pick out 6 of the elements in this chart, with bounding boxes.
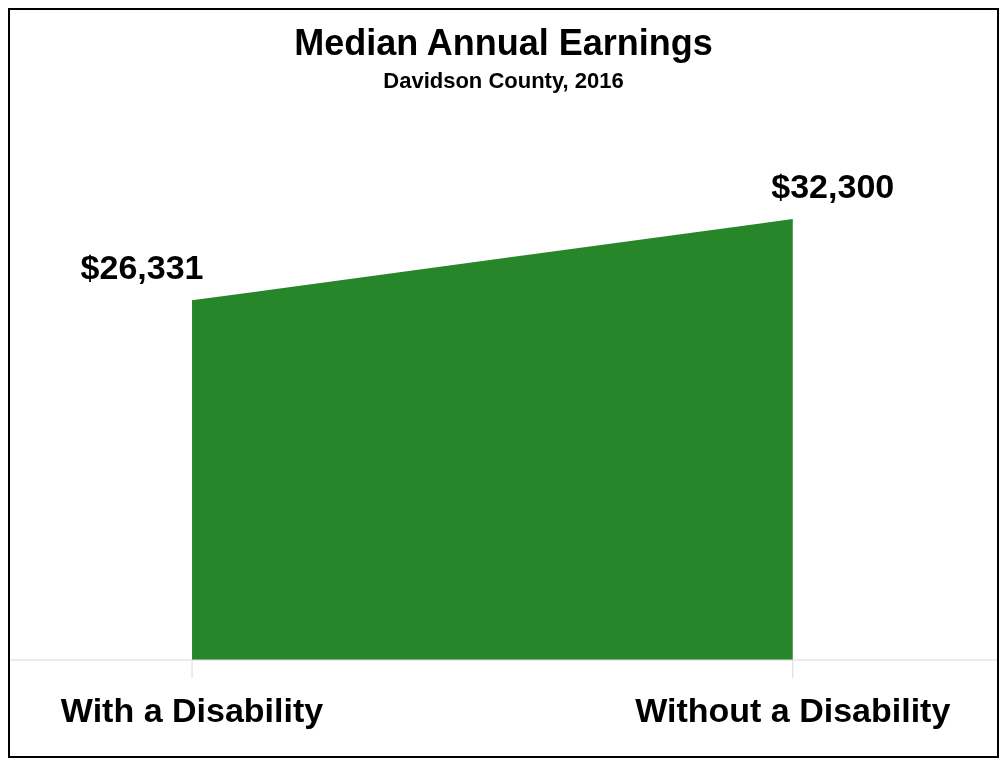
x-tick-label: With a Disability (60, 691, 324, 730)
data-label: $26,331 (80, 248, 204, 287)
data-label: $32,300 (771, 167, 895, 205)
chart-title: Median Annual Earnings (293, 22, 714, 64)
x-tick-label: Without a Disability (635, 691, 951, 730)
chart-subtitle: Davidson County, 2016 (382, 68, 625, 94)
